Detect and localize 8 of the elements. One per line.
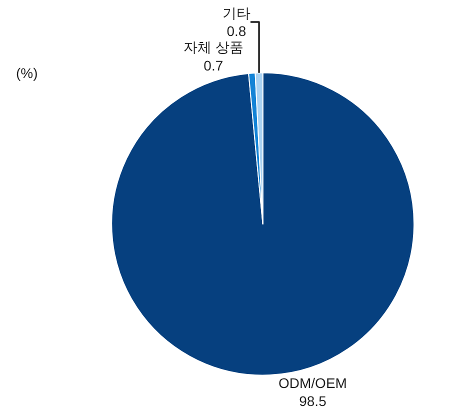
text: (%)	[16, 65, 38, 81]
data-label: 0.7	[204, 57, 224, 74]
data-label: 98.5	[299, 393, 327, 410]
slice-label: 기타	[222, 4, 250, 21]
pie-slice	[111, 72, 414, 376]
slice-label: 자체 상품	[183, 39, 244, 56]
data-label: 0.8	[226, 23, 246, 40]
slice-label: ODM/OEM	[278, 374, 347, 391]
